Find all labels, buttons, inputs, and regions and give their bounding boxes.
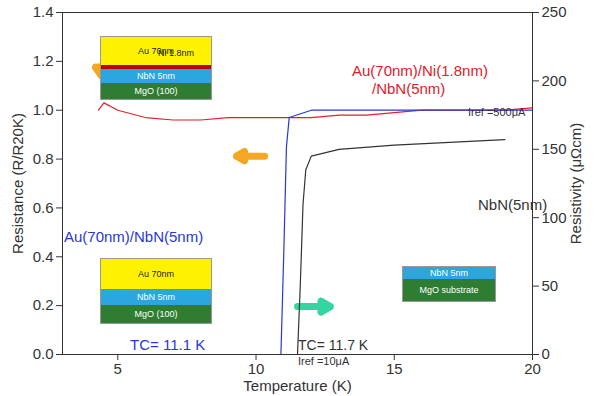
svg-text:Resistivity (μΩcm): Resistivity (μΩcm) <box>567 123 584 245</box>
svg-text:0.2: 0.2 <box>33 296 54 313</box>
html-text:Iref =500μA: Iref =500μA <box>468 106 526 118</box>
svg-text:Temperature (K): Temperature (K) <box>243 377 351 394</box>
svg-text:0.8: 0.8 <box>33 150 54 167</box>
svg-text:0.4: 0.4 <box>33 248 54 265</box>
html-text:Au 70nm: Au 70nm <box>138 269 174 279</box>
svg-text:0: 0 <box>542 345 550 362</box>
svg-text:1.2: 1.2 <box>33 52 54 69</box>
html-text:MgO (100): MgO (100) <box>134 309 178 319</box>
html-text:TC= 11.7 K: TC= 11.7 K <box>298 337 369 353</box>
svg-text:Resistance (R/R20K): Resistance (R/R20K) <box>9 113 26 254</box>
html-text:TC= 11.1 K: TC= 11.1 K <box>130 336 206 353</box>
html-text:MgO substrate: MgO substrate <box>419 285 479 295</box>
html-text:/NbN(5nm): /NbN(5nm) <box>372 80 446 97</box>
svg-text:15: 15 <box>386 360 403 377</box>
html-text:Au(70nm)/NbN(5nm): Au(70nm)/NbN(5nm) <box>64 228 204 245</box>
svg-text:250: 250 <box>542 3 567 20</box>
svg-text:200: 200 <box>542 72 567 89</box>
svg-text:0.0: 0.0 <box>33 345 54 362</box>
svg-text:5: 5 <box>114 360 122 377</box>
html-text:Ni 1.8nm: Ni 1.8nm <box>158 48 194 58</box>
svg-text:10: 10 <box>248 360 265 377</box>
html-text:NbN 5nm: NbN 5nm <box>137 292 175 302</box>
svg-text:0.6: 0.6 <box>33 199 54 216</box>
svg-text:1.0: 1.0 <box>33 101 54 118</box>
html-text:Au 70nm: Au 70nm <box>138 46 174 56</box>
svg-text:150: 150 <box>542 140 567 157</box>
svg-text:20: 20 <box>524 360 541 377</box>
svg-text:1.4: 1.4 <box>33 3 54 20</box>
svg-text:100: 100 <box>541 208 567 226</box>
html-text:NbN 5nm: NbN 5nm <box>137 71 175 81</box>
svg-text:50: 50 <box>542 277 559 294</box>
html-text:NbN(5nm): NbN(5nm) <box>478 196 548 213</box>
html-text:Iref =10μA: Iref =10μA <box>298 355 350 367</box>
html-text:NbN 5nm: NbN 5nm <box>430 268 468 278</box>
html-text:MgO (100): MgO (100) <box>134 86 178 96</box>
html-text:Au(70nm)/Ni(1.8nm): Au(70nm)/Ni(1.8nm) <box>352 62 488 79</box>
